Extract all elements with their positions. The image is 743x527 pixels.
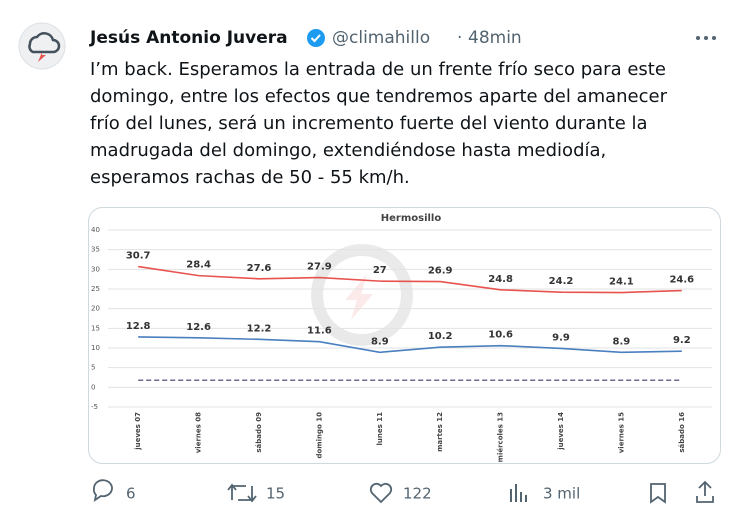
retweet-icon[interactable] (227, 483, 257, 503)
data-label: 8.9 (613, 336, 631, 347)
like-icon[interactable] (369, 482, 393, 504)
like-count: 122 (403, 485, 432, 503)
x-tick-label: lunes 11 (376, 412, 384, 446)
x-tick-label: domingo 10 (315, 412, 323, 459)
bookmark-icon[interactable] (650, 483, 666, 504)
x-tick-label: miércoles 13 (497, 412, 505, 462)
data-label: 10.2 (428, 331, 453, 342)
y-tick-label: 35 (91, 246, 100, 254)
data-label: 12.8 (126, 321, 151, 332)
data-label: 24.8 (488, 274, 513, 285)
x-tick-label: viernes 15 (617, 412, 625, 453)
retweet-count: 15 (266, 485, 285, 503)
reply-count: 6 (126, 485, 136, 503)
data-label: 9.9 (552, 332, 570, 343)
tweet-text: frío del lunes, será un incremento fuert… (90, 113, 648, 134)
x-tick-label: jueves 07 (134, 412, 142, 451)
y-tick-label: 40 (91, 226, 100, 234)
data-label: 24.6 (669, 275, 694, 286)
x-tick-label: viernes 08 (195, 412, 203, 453)
timestamp[interactable]: 48min (468, 28, 522, 48)
y-tick-label: 25 (91, 285, 100, 293)
author-name[interactable]: Jesús Antonio Juvera (89, 28, 288, 48)
tweet-text: madrugada del domingo, extendiéndose has… (90, 140, 606, 161)
y-tick-label: 20 (91, 305, 100, 313)
separator: · (457, 28, 462, 48)
tweet-text: esperamos rachas de 50 - 55 km/h. (90, 167, 410, 188)
views-icon[interactable] (510, 484, 527, 502)
chart-title: Hermosillo (381, 213, 442, 224)
media-frame[interactable] (88, 207, 721, 464)
y-tick-label: 5 (91, 364, 95, 372)
x-tick-label: jueves 14 (557, 412, 565, 451)
y-tick-label: 15 (91, 324, 100, 332)
data-label: 30.7 (126, 251, 151, 262)
data-label: 10.6 (488, 330, 513, 341)
y-tick-label: -5 (91, 403, 98, 411)
tweet-text: domingo, entre los efectos que tendremos… (90, 86, 668, 107)
data-label: 12.6 (186, 322, 211, 333)
tweet-text: I’m back. Esperamos la entrada de un fre… (90, 59, 666, 80)
data-label: 28.4 (186, 260, 211, 271)
data-label: 11.6 (307, 326, 332, 337)
x-tick-label: sábado 16 (678, 412, 686, 453)
data-label: 24.1 (609, 277, 634, 288)
data-label: 27.9 (307, 262, 332, 273)
verified-badge (307, 29, 325, 47)
data-label: 8.9 (371, 336, 389, 347)
y-tick-label: 0 (91, 383, 95, 391)
y-tick-label: 10 (91, 344, 100, 352)
reply-icon[interactable] (92, 479, 113, 502)
data-label: 27 (373, 265, 387, 276)
series-line (138, 265, 682, 294)
x-tick-label: sábado 09 (255, 412, 263, 453)
data-label: 27.6 (247, 263, 272, 274)
data-label: 12.2 (247, 323, 272, 334)
data-label: 9.2 (673, 335, 691, 346)
more-menu[interactable] (696, 36, 716, 40)
y-tick-label: 30 (91, 265, 100, 273)
avatar[interactable] (18, 22, 66, 70)
data-label: 24.2 (549, 276, 574, 287)
x-tick-label: martes 12 (436, 412, 444, 452)
data-label: 26.9 (428, 266, 453, 277)
share-icon[interactable] (696, 480, 714, 503)
series-line (138, 336, 682, 354)
view-count: 3 mil (543, 485, 580, 503)
handle[interactable]: @climahillo (332, 28, 430, 48)
